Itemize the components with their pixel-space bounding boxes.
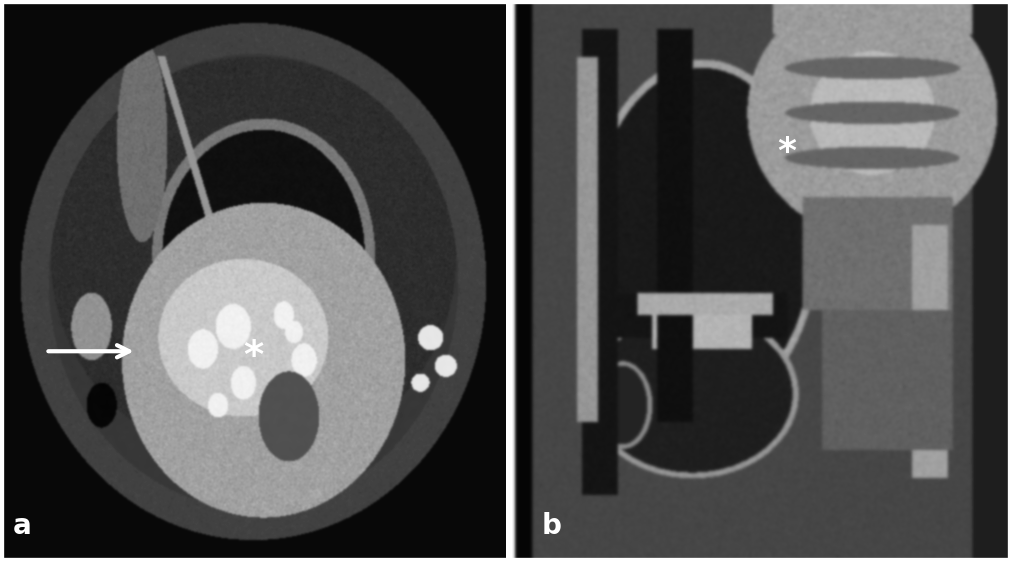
Text: b: b [542, 511, 561, 540]
Text: *: * [776, 135, 796, 169]
Text: *: * [243, 338, 263, 376]
Text: a: a [12, 511, 31, 540]
